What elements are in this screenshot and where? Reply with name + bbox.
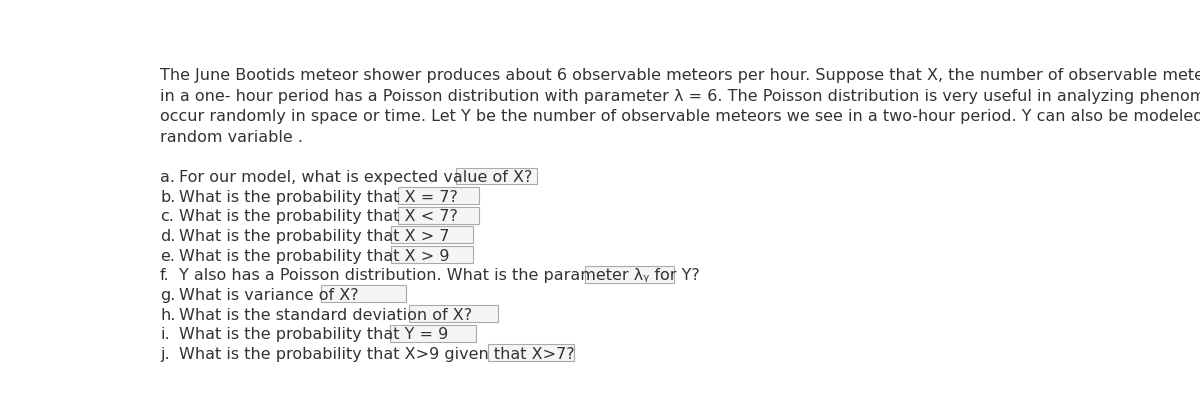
Bar [391,227,473,244]
Text: For our model, what is expected value of X?: For our model, what is expected value of… [179,170,532,184]
Text: d.: d. [160,229,175,243]
Bar [391,247,473,263]
Text: random variable .: random variable . [160,129,304,144]
Text: Y also has a Poisson distribution. What is the parameter λᵧ for Y?: Y also has a Poisson distribution. What … [179,267,700,283]
Text: in a one- hour period has a Poisson distribution with parameter λ = 6. The Poiss: in a one- hour period has a Poisson dist… [160,89,1200,103]
Text: What is the probability that X > 7: What is the probability that X > 7 [179,229,449,243]
Text: i.: i. [160,326,169,342]
Bar [398,207,479,224]
Bar [320,285,407,303]
Text: f.: f. [160,267,169,283]
Bar [456,168,538,185]
Text: h.: h. [160,307,175,322]
Text: What is the probability that X>9 given that X>7?: What is the probability that X>9 given t… [179,346,575,361]
Bar [398,188,479,204]
Text: a.: a. [160,170,175,184]
Bar [488,344,574,361]
Text: b.: b. [160,189,175,204]
Text: The June Bootids meteor shower produces about 6 observable meteors per hour. Sup: The June Bootids meteor shower produces … [160,68,1200,83]
Text: What is the probability that Y = 9: What is the probability that Y = 9 [179,326,448,342]
Text: e.: e. [160,248,175,263]
Bar [390,325,475,342]
Text: What is the probability that X < 7?: What is the probability that X < 7? [179,209,457,224]
Text: What is the standard deviation of X?: What is the standard deviation of X? [179,307,472,322]
Text: What is variance of X?: What is variance of X? [179,287,359,302]
Text: c.: c. [160,209,174,224]
Text: What is the probability that X > 9: What is the probability that X > 9 [179,248,449,263]
Text: j.: j. [160,346,169,361]
Text: g.: g. [160,287,175,302]
Text: occur randomly in space or time. Let Y be the number of observable meteors we se: occur randomly in space or time. Let Y b… [160,109,1200,124]
Text: What is the probability that X = 7?: What is the probability that X = 7? [179,189,457,204]
Bar [586,266,674,283]
Bar [409,305,498,322]
